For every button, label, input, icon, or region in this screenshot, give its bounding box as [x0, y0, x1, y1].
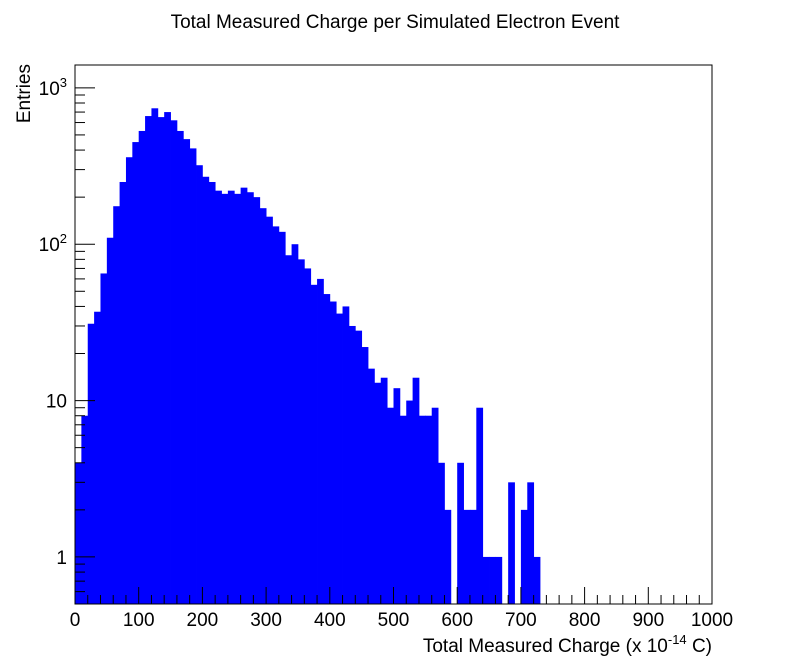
histogram-bar — [374, 382, 382, 604]
histogram-bar — [266, 216, 273, 604]
histogram-bar — [278, 231, 286, 604]
histogram-bar — [234, 193, 242, 604]
histogram-bar — [317, 278, 324, 604]
histogram-bar — [355, 330, 363, 604]
histogram-bar — [336, 313, 343, 604]
histogram-bar — [310, 284, 318, 604]
histogram-bar — [291, 244, 299, 604]
histogram-bar — [425, 415, 433, 604]
histogram-bar — [259, 208, 267, 604]
x-axis-title: Total Measured Charge (x 10-14 C) — [423, 632, 712, 657]
histogram-bar — [368, 368, 375, 604]
histogram-bars — [75, 108, 541, 605]
histogram-bar — [119, 181, 127, 605]
histogram-bar — [520, 509, 528, 604]
x-tick-label: 100 — [123, 610, 155, 631]
y-tick-label: 1 — [56, 548, 67, 569]
histogram-bar — [215, 190, 222, 605]
histogram-bar — [476, 407, 484, 604]
histogram-bar — [482, 556, 490, 604]
histogram-bar — [196, 165, 203, 604]
histogram-bar — [297, 259, 305, 604]
histogram-bar — [253, 197, 261, 604]
histogram-bar — [132, 142, 140, 604]
histogram-bar — [489, 556, 496, 604]
histogram-bar — [113, 206, 120, 604]
histogram-bar — [151, 108, 159, 605]
histogram-bar — [406, 400, 414, 604]
histogram-bar — [361, 347, 369, 604]
x-tick-label: 300 — [250, 610, 282, 631]
histogram-bar — [246, 192, 254, 605]
y-tick-label: 102 — [39, 231, 67, 256]
histogram-bar — [399, 415, 407, 604]
histogram-bar — [285, 255, 292, 604]
histogram-bar — [342, 306, 350, 604]
histogram-bar — [94, 311, 101, 604]
x-tick-label: 0 — [70, 610, 81, 631]
y-axis-title: Entries — [14, 64, 35, 123]
histogram-bar — [527, 482, 535, 604]
histogram-bar — [138, 130, 146, 604]
histogram-bar — [348, 325, 356, 604]
histogram-bar — [329, 301, 337, 604]
histogram-bar — [438, 462, 445, 604]
histogram-bar — [533, 556, 541, 604]
histogram-bar — [431, 407, 439, 604]
histogram-bar — [227, 190, 235, 605]
x-tick-label: 1000 — [691, 610, 733, 631]
x-axis-ticks: 0 100 200 300 400 500 600 700 800 900 1000 — [70, 587, 733, 631]
x-tick-label: 800 — [569, 610, 601, 631]
x-tick-label: 500 — [378, 610, 410, 631]
histogram-bar — [87, 323, 95, 604]
histogram-bar — [508, 482, 515, 604]
x-tick-label: 600 — [441, 610, 473, 631]
histogram-bar — [208, 181, 216, 605]
histogram-bar — [176, 130, 184, 604]
histogram-bar — [202, 176, 210, 604]
histogram-bar — [272, 226, 280, 604]
histogram-bar — [100, 273, 108, 604]
chart-title: Total Measured Charge per Simulated Elec… — [171, 12, 621, 33]
histogram-bar — [183, 139, 191, 604]
histogram-bar — [164, 112, 171, 604]
histogram-bar — [444, 509, 452, 604]
histogram-bar — [106, 237, 114, 605]
x-tick-label: 200 — [187, 610, 219, 631]
histogram-bar — [463, 509, 471, 604]
x-tick-label: 400 — [314, 610, 346, 631]
histogram-bar — [418, 415, 426, 604]
histogram-bar — [387, 407, 394, 604]
histogram-bar — [145, 116, 152, 604]
histogram-bar — [221, 193, 229, 604]
y-tick-label: 10 — [46, 392, 67, 413]
histogram-bar — [304, 268, 312, 604]
histogram-bar — [240, 187, 248, 604]
histogram-bar — [75, 462, 82, 604]
y-tick-label: 103 — [39, 75, 67, 100]
histogram-bar — [412, 377, 420, 604]
histogram-bar — [170, 120, 178, 604]
histogram-bar — [189, 148, 197, 604]
histogram-bar — [323, 294, 331, 604]
histogram-bar — [380, 377, 388, 604]
histogram-bar — [469, 509, 477, 604]
histogram-bar — [157, 117, 165, 604]
x-tick-label: 700 — [505, 610, 537, 631]
x-tick-label: 900 — [632, 610, 664, 631]
histogram-bar — [125, 157, 133, 605]
histogram-bar — [393, 388, 401, 604]
histogram-bar — [495, 556, 503, 604]
histogram-bar — [457, 462, 464, 604]
